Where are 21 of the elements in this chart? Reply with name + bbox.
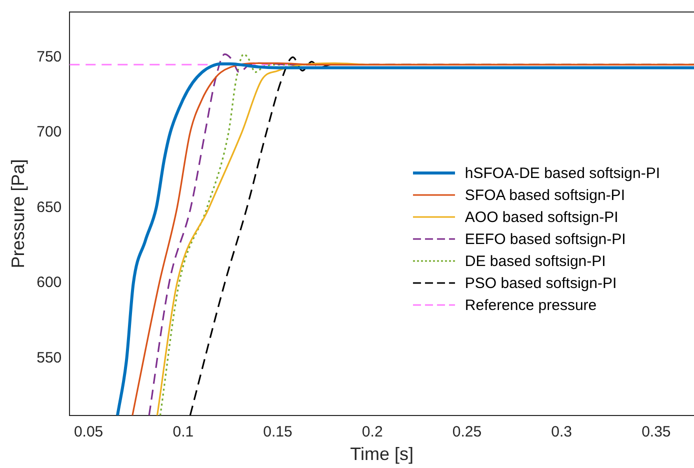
x-tick-label: 0.15 <box>263 424 292 441</box>
x-tick-label: 0.3 <box>551 424 572 441</box>
legend-label: PSO based softsign-PI <box>464 274 617 292</box>
x-tick-label: 0.05 <box>74 424 104 441</box>
y-tick-label: 600 <box>36 274 62 292</box>
y-tick-label: 650 <box>36 198 62 216</box>
legend-label: EEFO based softsign-PI <box>464 230 626 248</box>
legend-label: DE based softsign-PI <box>464 252 606 270</box>
legend-label: AOO based softsign-PI <box>464 208 618 226</box>
y-tick-label: 550 <box>36 349 62 366</box>
y-tick-label: 750 <box>36 48 62 66</box>
x-tick-label: 0.25 <box>452 424 482 441</box>
y-axis-title: Pressure [Pa] <box>8 159 28 268</box>
legend-label: Reference pressure <box>464 296 597 314</box>
legend-label: SFOA based softsign-PI <box>464 186 625 204</box>
legend-label: hSFOA-DE based softsign-PI <box>464 164 660 182</box>
x-tick-label: 0.35 <box>642 424 671 441</box>
y-tick-label: 700 <box>36 124 62 141</box>
x-tick-label: 0.1 <box>172 424 194 441</box>
x-axis-title: Time [s] <box>350 444 414 464</box>
x-tick-label: 0.2 <box>362 424 383 441</box>
